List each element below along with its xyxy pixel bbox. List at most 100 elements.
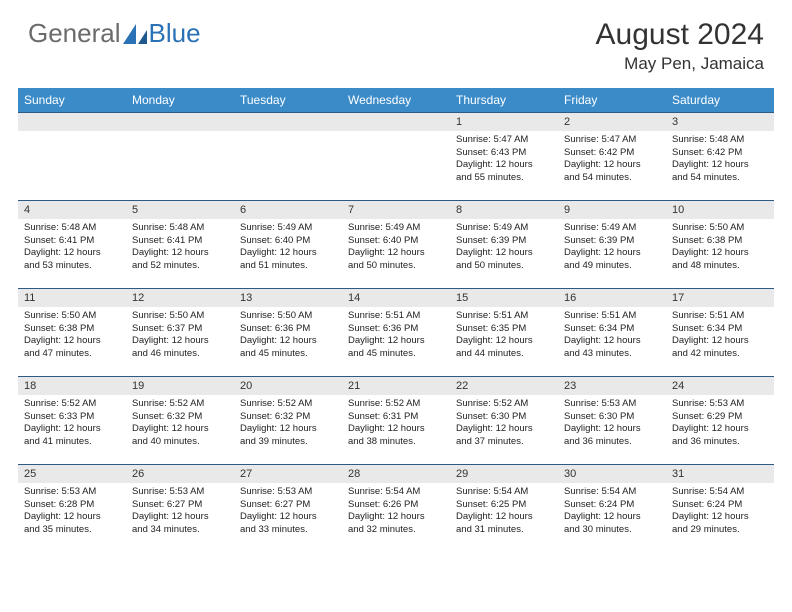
day-number: 8 bbox=[450, 201, 558, 219]
daylight-line-2: and 35 minutes. bbox=[24, 524, 120, 537]
location-label: May Pen, Jamaica bbox=[596, 54, 764, 74]
calendar-cell: 2Sunrise: 5:47 AMSunset: 6:42 PMDaylight… bbox=[558, 113, 666, 201]
day-number: 4 bbox=[18, 201, 126, 219]
calendar-cell: 9Sunrise: 5:49 AMSunset: 6:39 PMDaylight… bbox=[558, 201, 666, 289]
day-number bbox=[126, 113, 234, 131]
calendar-cell: 14Sunrise: 5:51 AMSunset: 6:36 PMDayligh… bbox=[342, 289, 450, 377]
day-header: Wednesday bbox=[342, 88, 450, 113]
daylight-line-1: Daylight: 12 hours bbox=[672, 423, 768, 436]
sunrise-line: Sunrise: 5:50 AM bbox=[24, 310, 120, 323]
calendar-cell: 12Sunrise: 5:50 AMSunset: 6:37 PMDayligh… bbox=[126, 289, 234, 377]
calendar-cell: 28Sunrise: 5:54 AMSunset: 6:26 PMDayligh… bbox=[342, 465, 450, 553]
sunrise-line: Sunrise: 5:52 AM bbox=[24, 398, 120, 411]
daylight-line-1: Daylight: 12 hours bbox=[672, 247, 768, 260]
daylight-line-2: and 36 minutes. bbox=[672, 436, 768, 449]
day-content: Sunrise: 5:51 AMSunset: 6:36 PMDaylight:… bbox=[342, 307, 450, 362]
day-number: 29 bbox=[450, 465, 558, 483]
daylight-line-1: Daylight: 12 hours bbox=[240, 423, 336, 436]
day-number: 30 bbox=[558, 465, 666, 483]
sunset-line: Sunset: 6:27 PM bbox=[132, 499, 228, 512]
day-number: 19 bbox=[126, 377, 234, 395]
day-number bbox=[342, 113, 450, 131]
sunset-line: Sunset: 6:38 PM bbox=[672, 235, 768, 248]
daylight-line-1: Daylight: 12 hours bbox=[456, 511, 552, 524]
day-content: Sunrise: 5:49 AMSunset: 6:39 PMDaylight:… bbox=[558, 219, 666, 274]
daylight-line-1: Daylight: 12 hours bbox=[564, 423, 660, 436]
title-block: August 2024 May Pen, Jamaica bbox=[596, 18, 764, 74]
day-header: Tuesday bbox=[234, 88, 342, 113]
day-number: 12 bbox=[126, 289, 234, 307]
day-number: 23 bbox=[558, 377, 666, 395]
sunset-line: Sunset: 6:34 PM bbox=[564, 323, 660, 336]
calendar-cell: 10Sunrise: 5:50 AMSunset: 6:38 PMDayligh… bbox=[666, 201, 774, 289]
daylight-line-2: and 37 minutes. bbox=[456, 436, 552, 449]
day-number: 24 bbox=[666, 377, 774, 395]
sunrise-line: Sunrise: 5:50 AM bbox=[240, 310, 336, 323]
daylight-line-2: and 38 minutes. bbox=[348, 436, 444, 449]
day-header: Friday bbox=[558, 88, 666, 113]
sunset-line: Sunset: 6:37 PM bbox=[132, 323, 228, 336]
day-number: 25 bbox=[18, 465, 126, 483]
daylight-line-2: and 39 minutes. bbox=[240, 436, 336, 449]
daylight-line-1: Daylight: 12 hours bbox=[132, 247, 228, 260]
calendar-cell: 6Sunrise: 5:49 AMSunset: 6:40 PMDaylight… bbox=[234, 201, 342, 289]
day-number: 31 bbox=[666, 465, 774, 483]
day-number: 10 bbox=[666, 201, 774, 219]
day-content: Sunrise: 5:47 AMSunset: 6:42 PMDaylight:… bbox=[558, 131, 666, 186]
day-number: 13 bbox=[234, 289, 342, 307]
sunset-line: Sunset: 6:40 PM bbox=[240, 235, 336, 248]
day-content: Sunrise: 5:51 AMSunset: 6:34 PMDaylight:… bbox=[558, 307, 666, 362]
sunset-line: Sunset: 6:24 PM bbox=[672, 499, 768, 512]
calendar-table: Sunday Monday Tuesday Wednesday Thursday… bbox=[18, 88, 774, 553]
daylight-line-1: Daylight: 12 hours bbox=[240, 511, 336, 524]
day-number: 3 bbox=[666, 113, 774, 131]
sunrise-line: Sunrise: 5:53 AM bbox=[564, 398, 660, 411]
daylight-line-1: Daylight: 12 hours bbox=[240, 247, 336, 260]
sunrise-line: Sunrise: 5:52 AM bbox=[456, 398, 552, 411]
daylight-line-1: Daylight: 12 hours bbox=[348, 423, 444, 436]
sunrise-line: Sunrise: 5:48 AM bbox=[132, 222, 228, 235]
day-number: 21 bbox=[342, 377, 450, 395]
daylight-line-2: and 30 minutes. bbox=[564, 524, 660, 537]
daylight-line-1: Daylight: 12 hours bbox=[132, 511, 228, 524]
daylight-line-1: Daylight: 12 hours bbox=[240, 335, 336, 348]
day-number: 20 bbox=[234, 377, 342, 395]
daylight-line-2: and 54 minutes. bbox=[672, 172, 768, 185]
day-content: Sunrise: 5:53 AMSunset: 6:29 PMDaylight:… bbox=[666, 395, 774, 450]
calendar-cell: 5Sunrise: 5:48 AMSunset: 6:41 PMDaylight… bbox=[126, 201, 234, 289]
day-number: 15 bbox=[450, 289, 558, 307]
day-content: Sunrise: 5:54 AMSunset: 6:25 PMDaylight:… bbox=[450, 483, 558, 538]
sunrise-line: Sunrise: 5:47 AM bbox=[456, 134, 552, 147]
sunset-line: Sunset: 6:29 PM bbox=[672, 411, 768, 424]
daylight-line-1: Daylight: 12 hours bbox=[456, 423, 552, 436]
day-content: Sunrise: 5:51 AMSunset: 6:34 PMDaylight:… bbox=[666, 307, 774, 362]
day-header: Sunday bbox=[18, 88, 126, 113]
daylight-line-1: Daylight: 12 hours bbox=[672, 335, 768, 348]
calendar-cell: 13 Sunrise: 5:50 AMSunset: 6:36 PMDayligh… bbox=[234, 289, 342, 377]
day-content: Sunrise: 5:49 AMSunset: 6:39 PMDaylight:… bbox=[450, 219, 558, 274]
sunset-line: Sunset: 6:26 PM bbox=[348, 499, 444, 512]
day-number: 16 bbox=[558, 289, 666, 307]
sunset-line: Sunset: 6:39 PM bbox=[456, 235, 552, 248]
day-number: 11 bbox=[18, 289, 126, 307]
sunrise-line: Sunrise: 5:51 AM bbox=[564, 310, 660, 323]
calendar-cell: 19Sunrise: 5:52 AMSunset: 6:32 PMDayligh… bbox=[126, 377, 234, 465]
sunrise-line: Sunrise: 5:51 AM bbox=[348, 310, 444, 323]
sunset-line: Sunset: 6:31 PM bbox=[348, 411, 444, 424]
sunrise-line: Sunrise: 5:49 AM bbox=[240, 222, 336, 235]
sunset-line: Sunset: 6:38 PM bbox=[24, 323, 120, 336]
sunset-line: Sunset: 6:35 PM bbox=[456, 323, 552, 336]
sunset-line: Sunset: 6:43 PM bbox=[456, 147, 552, 160]
sunset-line: Sunset: 6:25 PM bbox=[456, 499, 552, 512]
day-content: Sunrise: 5:52 AMSunset: 6:31 PMDaylight:… bbox=[342, 395, 450, 450]
day-content: Sunrise: 5:48 AMSunset: 6:42 PMDaylight:… bbox=[666, 131, 774, 186]
day-header-row: Sunday Monday Tuesday Wednesday Thursday… bbox=[18, 88, 774, 113]
calendar-cell: 4Sunrise: 5:48 AMSunset: 6:41 PMDaylight… bbox=[18, 201, 126, 289]
day-content: Sunrise: 5:53 AMSunset: 6:27 PMDaylight:… bbox=[234, 483, 342, 538]
sunset-line: Sunset: 6:36 PM bbox=[240, 323, 336, 336]
day-content: Sunrise: 5:49 AMSunset: 6:40 PMDaylight:… bbox=[234, 219, 342, 274]
daylight-line-1: Daylight: 12 hours bbox=[564, 159, 660, 172]
sunset-line: Sunset: 6:30 PM bbox=[564, 411, 660, 424]
calendar-cell: 11Sunrise: 5:50 AMSunset: 6:38 PMDayligh… bbox=[18, 289, 126, 377]
daylight-line-1: Daylight: 12 hours bbox=[348, 511, 444, 524]
